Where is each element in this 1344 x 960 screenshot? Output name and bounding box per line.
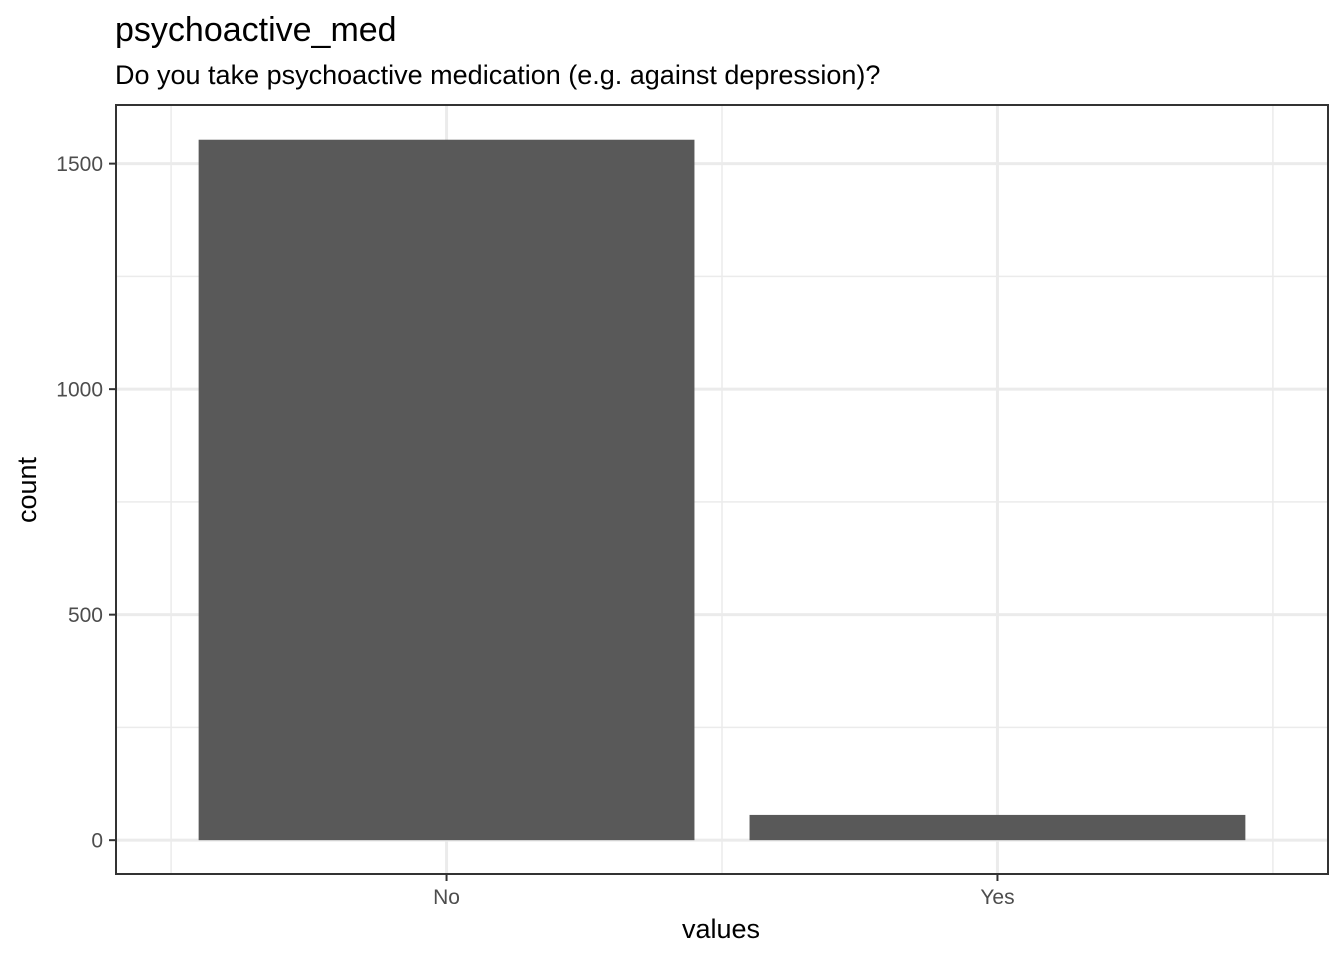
chart-subtitle: Do you take psychoactive medication (e.g… (115, 60, 880, 90)
bars (198, 139, 1246, 841)
y-tick-label: 0 (91, 830, 103, 853)
y-axis: 0 500 1000 1500 (56, 153, 116, 853)
bar-yes (749, 814, 1246, 841)
panel-border (115, 104, 1329, 875)
chart-title: psychoactive_med (115, 11, 397, 49)
y-tick-label: 500 (68, 604, 103, 627)
x-tick-label: No (433, 886, 460, 909)
x-axis: No Yes (433, 874, 1015, 909)
y-tick-label: 1000 (56, 379, 103, 402)
y-axis-title: count (12, 456, 42, 523)
bar-no (198, 139, 695, 841)
x-axis-title: values (682, 914, 760, 944)
y-tick-label: 1500 (56, 153, 103, 176)
x-tick-label: Yes (980, 886, 1014, 909)
